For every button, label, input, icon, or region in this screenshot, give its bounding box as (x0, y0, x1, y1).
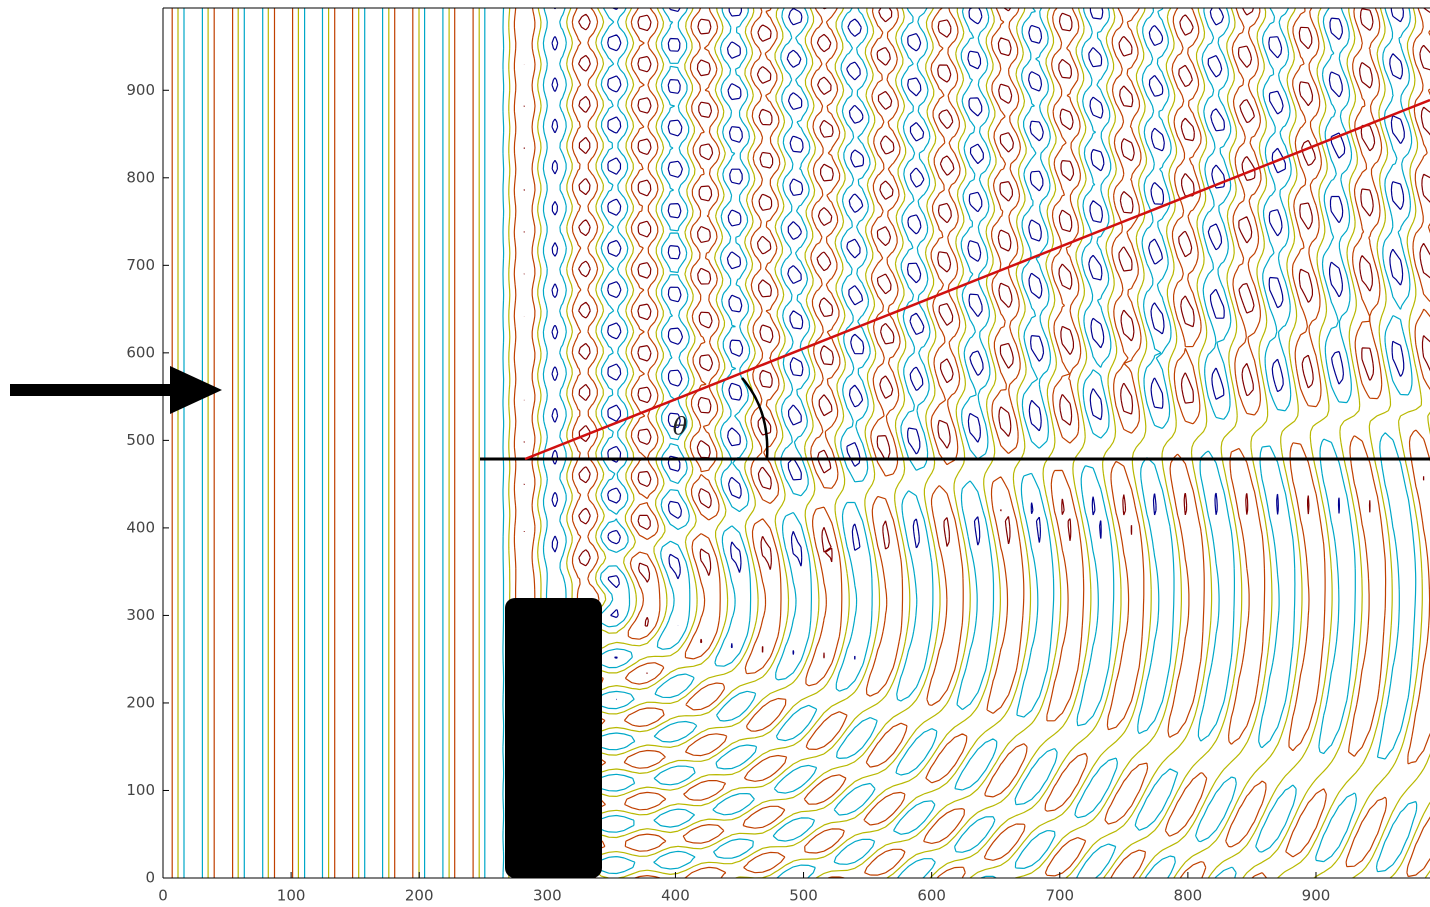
y-tick-label: 700 (126, 256, 155, 274)
contour-field (172, 6, 1430, 878)
x-tick-label: 900 (1302, 887, 1331, 905)
y-tick-label: 600 (126, 343, 155, 361)
y-tick-label: 500 (126, 431, 155, 449)
contour-line (178, 6, 1430, 878)
y-tick-label: 400 (126, 518, 155, 536)
y-tick-label: 800 (126, 168, 155, 186)
x-tick-label: 600 (917, 887, 946, 905)
x-tick-label: 700 (1045, 887, 1074, 905)
x-tick-label: 400 (661, 887, 690, 905)
x-tick-label: 500 (789, 887, 818, 905)
x-tick-label: 100 (277, 887, 306, 905)
y-tick-label: 200 (126, 693, 155, 711)
contour-line (172, 6, 1430, 878)
contour-line (184, 6, 1417, 878)
y-tick-label: 900 (126, 81, 155, 99)
y-tick-label: 100 (126, 781, 155, 799)
x-tick-label: 0 (158, 887, 168, 905)
x-tick-label: 800 (1174, 887, 1203, 905)
y-tick-label: 0 (145, 869, 155, 887)
x-tick-label: 300 (533, 887, 562, 905)
angle-label: θ (673, 413, 688, 441)
y-tick-label: 300 (126, 606, 155, 624)
figure: θ 0 100 200 300 400 500 600 700 800 900 0 100 200 300… (0, 0, 1430, 907)
obstacle (505, 598, 602, 878)
x-tick-label: 200 (405, 887, 434, 905)
